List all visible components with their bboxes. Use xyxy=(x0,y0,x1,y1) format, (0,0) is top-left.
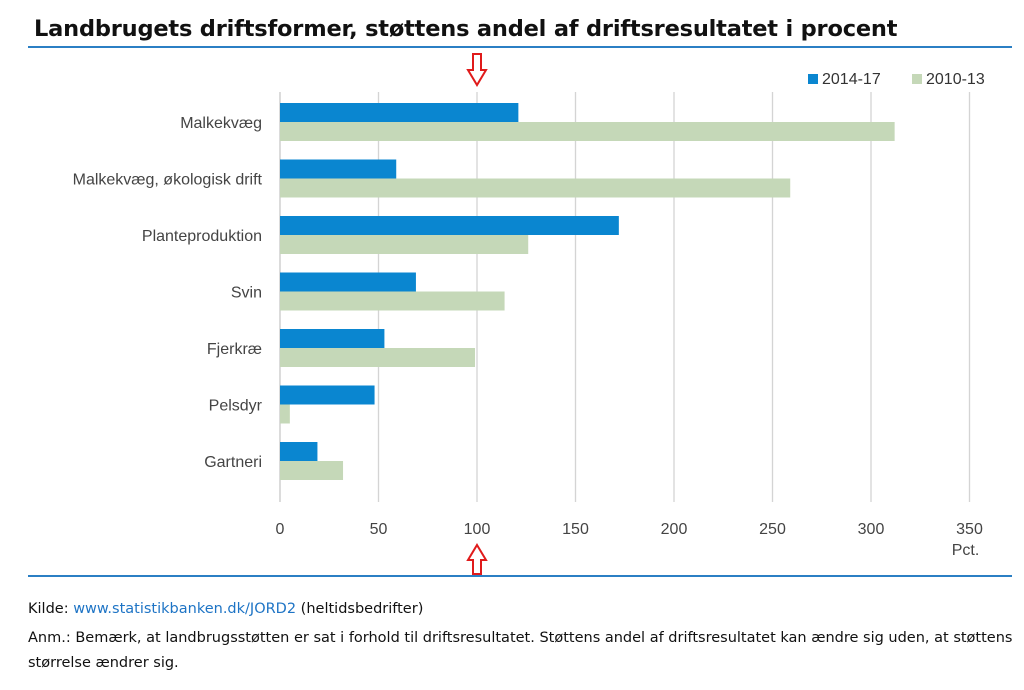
bar xyxy=(280,122,895,141)
x-tick-label: 150 xyxy=(562,521,589,538)
bar xyxy=(280,178,791,198)
bar xyxy=(280,461,344,480)
bar xyxy=(280,216,619,235)
x-tick-label: 350 xyxy=(956,521,983,538)
category-label: Pelsdyr xyxy=(209,398,263,415)
bar xyxy=(280,291,505,311)
source-prefix: Kilde: xyxy=(28,601,74,617)
category-label: Gartneri xyxy=(204,454,262,471)
x-tick-label: 300 xyxy=(858,521,885,538)
bar xyxy=(280,235,529,254)
bar xyxy=(280,404,290,424)
legend-label: 2010-13 xyxy=(926,71,985,88)
bar xyxy=(280,272,416,292)
bar xyxy=(280,348,476,367)
legend-swatch xyxy=(912,74,922,84)
category-label: Svin xyxy=(231,285,262,302)
x-tick-label: 200 xyxy=(661,521,688,538)
legend-swatch xyxy=(808,74,818,84)
source-suffix: (heltidsbedrifter) xyxy=(296,601,424,617)
bottom-divider xyxy=(28,575,1012,577)
source-line: Kilde: www.statistikbanken.dk/JORD2 (hel… xyxy=(28,597,1018,622)
bar xyxy=(280,329,385,348)
category-label: Malkekvæg, økologisk drift xyxy=(73,172,263,189)
top-divider xyxy=(28,46,1012,48)
category-label: Planteproduktion xyxy=(142,228,262,245)
bar-chart: 0 50 100 150 200 250 300 350 Pct. Malkekvæg Malkek… xyxy=(73,53,985,575)
bar xyxy=(280,103,519,122)
category-label: Fjerkræ xyxy=(207,341,262,358)
x-tick-label: 0 xyxy=(276,521,285,538)
source-link[interactable]: www.statistikbanken.dk/JORD2 xyxy=(73,601,297,617)
bar xyxy=(280,385,375,405)
note-text: Anm.: Bemærk, at landbrugsstøtten er sat… xyxy=(28,630,1013,671)
bar xyxy=(280,442,318,461)
x-tick-label: 250 xyxy=(759,521,786,538)
chart-title: Landbrugets driftsformer, støttens andel… xyxy=(34,16,898,42)
arrow-up-icon xyxy=(466,543,488,575)
category-label: Malkekvæg xyxy=(180,115,262,132)
legend-label: 2014-17 xyxy=(822,71,881,88)
bar xyxy=(280,159,397,179)
x-tick-label: 50 xyxy=(370,521,388,538)
x-axis-unit-label: Pct. xyxy=(952,542,980,559)
arrow-down-icon xyxy=(466,53,488,87)
x-tick-label: 100 xyxy=(464,521,491,538)
